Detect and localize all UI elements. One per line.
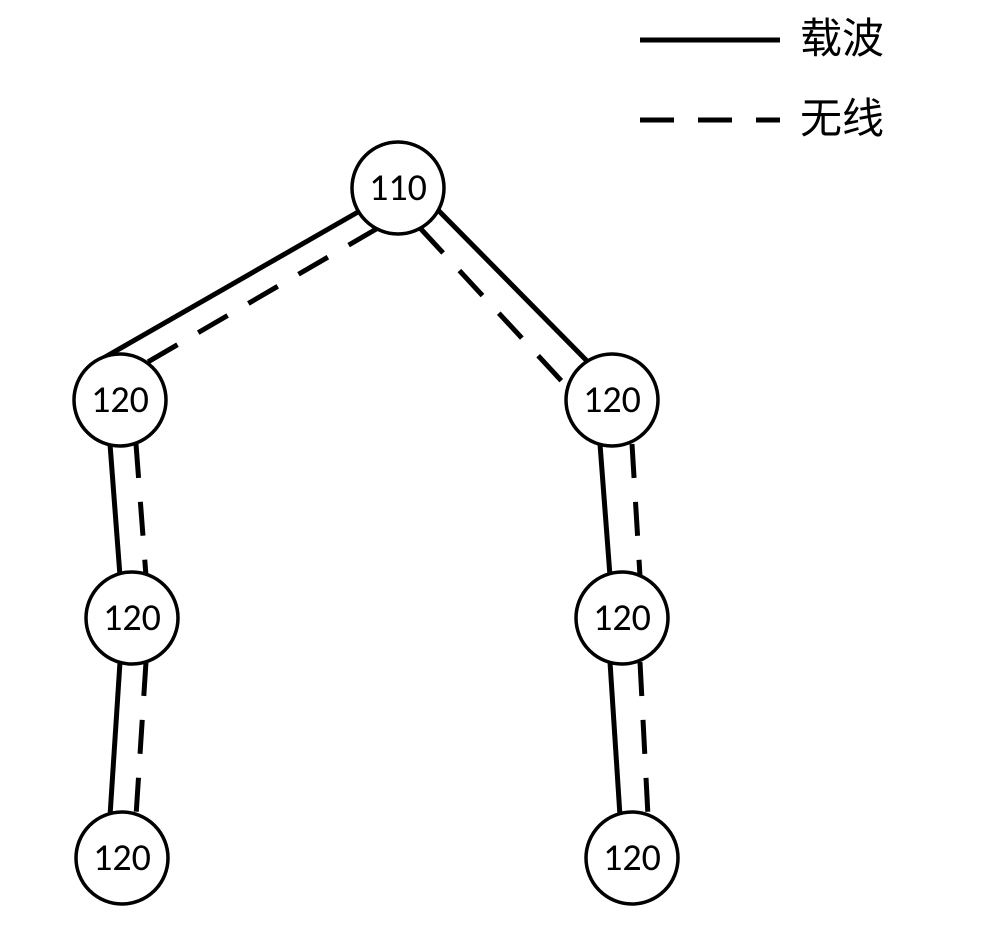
- node-label: 120: [603, 835, 661, 881]
- node-label: 120: [593, 595, 651, 641]
- node-label: 120: [93, 835, 151, 881]
- node-n6: 120: [586, 812, 678, 904]
- node-n3: 120: [76, 812, 168, 904]
- node-n2: 120: [86, 572, 178, 664]
- node-label: 120: [583, 377, 641, 423]
- node-n1: 120: [74, 354, 166, 446]
- node-n5: 120: [576, 572, 668, 664]
- legend-label-0: 载波: [800, 17, 884, 63]
- legend-label-1: 无线: [800, 97, 884, 143]
- node-label: 110: [369, 165, 427, 211]
- node-n4: 120: [566, 354, 658, 446]
- node-n0: 110: [352, 142, 444, 234]
- node-label: 120: [91, 377, 149, 423]
- tree-diagram: 载波无线 110 120 120 120 120 120 120: [0, 0, 1000, 948]
- node-label: 120: [103, 595, 161, 641]
